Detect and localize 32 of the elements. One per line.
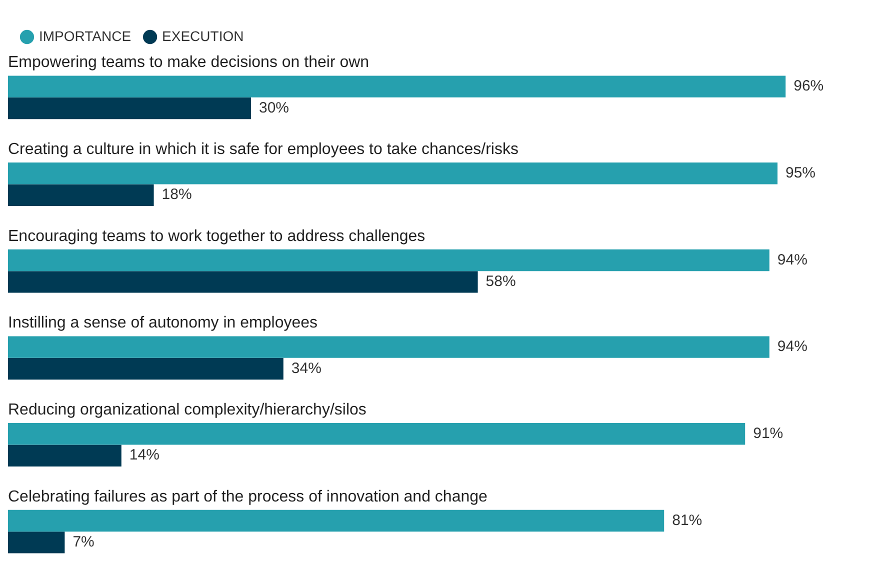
- data-label: 95%: [786, 164, 816, 182]
- y-tick-label: Instilling a sense of autonomy in employees: [8, 314, 318, 332]
- bar: [8, 97, 251, 120]
- bar: [8, 162, 778, 184]
- bar: [8, 336, 770, 358]
- bar: [8, 271, 478, 293]
- data-label: 96%: [794, 78, 824, 95]
- data-label: 14%: [129, 446, 160, 464]
- bar: [8, 423, 746, 445]
- bar: [8, 532, 65, 554]
- data-label: 91%: [753, 425, 784, 442]
- data-label: 94%: [777, 251, 808, 268]
- bar: [8, 76, 786, 98]
- bar: [8, 510, 664, 532]
- data-label: 34%: [291, 360, 322, 377]
- data-label: 81%: [672, 512, 702, 529]
- y-tick-label: Celebrating failures as part of the process of innovation and change: [8, 488, 488, 506]
- bar: [8, 249, 770, 272]
- y-tick-label: Creating a culture in which it is safe for employees to take chances/risks: [8, 140, 518, 158]
- y-tick-label: Reducing organizational complexity/hierarchy/silos: [8, 401, 366, 418]
- legend-label: EXECUTION: [162, 28, 244, 44]
- data-label: 58%: [486, 273, 516, 290]
- y-tick-label: Encouraging teams to work together to address challenges: [8, 228, 426, 245]
- data-label: 30%: [259, 99, 290, 116]
- bar: [8, 444, 122, 466]
- bar: [8, 358, 284, 380]
- data-label: 94%: [777, 338, 808, 356]
- y-tick-label: Empowering teams to make decisions on their own: [8, 54, 370, 72]
- bar: [8, 184, 154, 206]
- legend-label: IMPORTANCE: [39, 28, 132, 44]
- data-label: 7%: [72, 534, 94, 551]
- data-label: 18%: [162, 186, 192, 204]
